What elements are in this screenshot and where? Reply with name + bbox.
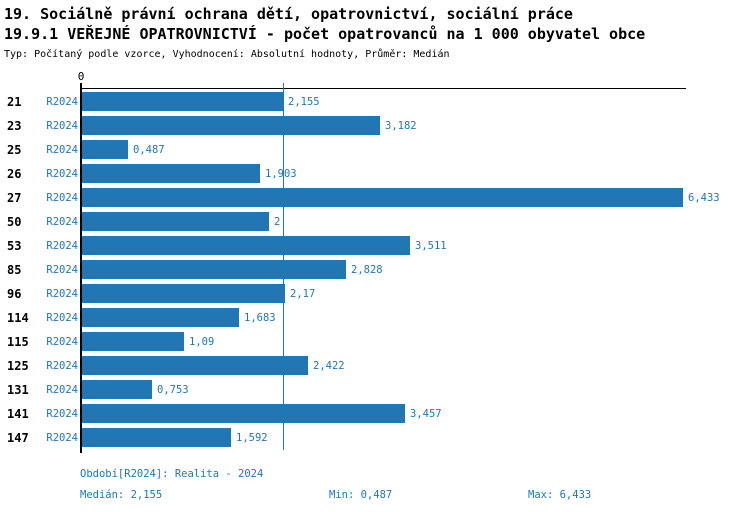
row-category-label: 27 [7,191,22,205]
period-legend-label: Období[R2024]: Realita - 2024 [80,468,264,480]
y-axis-line [79,83,82,453]
row-category-label: 25 [7,143,22,157]
row-series-label: R2024 [46,240,78,252]
bar [82,164,260,183]
row-series-label: R2024 [46,120,78,132]
bar [82,356,308,375]
bar [82,380,152,399]
row-category-label: 131 [7,383,29,397]
row-series-label: R2024 [46,432,78,444]
row-series-label: R2024 [46,336,78,348]
bar [82,140,128,159]
bar [82,92,283,111]
row-series-label: R2024 [46,312,78,324]
max-stat-label: Max: 6,433 [528,489,592,501]
bar [82,308,239,327]
min-stat-label: Min: 0,487 [329,489,393,501]
bar-value-label: 2 [274,216,281,228]
bar [82,212,269,231]
bar [82,260,346,279]
bar-value-label: 2,17 [290,288,316,300]
bar-value-label: 3,457 [410,408,442,420]
bar-value-label: 1,683 [244,312,276,324]
bar-value-label: 0,753 [157,384,189,396]
bar [82,188,683,207]
row-category-label: 85 [7,263,22,277]
row-category-label: 147 [7,431,29,445]
row-category-label: 114 [7,311,29,325]
x-axis-zero-tick-label: 0 [77,70,85,83]
bar-value-label: 2,422 [313,360,345,372]
bar-value-label: 6,433 [688,192,720,204]
bar-value-label: 2,828 [351,264,383,276]
row-series-label: R2024 [46,192,78,204]
median-stat-label: Medián: 2,155 [80,489,163,501]
bar-value-label: 1,592 [236,432,268,444]
bar-value-label: 1,903 [265,168,297,180]
x-axis-line [80,87,686,89]
row-series-label: R2024 [46,360,78,372]
row-category-label: 96 [7,287,22,301]
row-category-label: 125 [7,359,29,373]
row-category-label: 26 [7,167,22,181]
row-series-label: R2024 [46,408,78,420]
row-category-label: 21 [7,95,22,109]
chart-title-line1: 19. Sociálně právní ochrana dětí, opatro… [4,5,573,23]
bar-value-label: 0,487 [133,144,165,156]
bar [82,284,285,303]
bar [82,236,410,255]
bar [82,404,405,423]
bar-value-label: 3,182 [385,120,417,132]
bar [82,332,184,351]
row-category-label: 53 [7,239,22,253]
row-series-label: R2024 [46,264,78,276]
bar [82,116,380,135]
row-series-label: R2024 [46,144,78,156]
row-category-label: 141 [7,407,29,421]
bar-value-label: 2,155 [288,96,320,108]
chart-subtitle: Typ: Počítaný podle vzorce, Vyhodnocení:… [4,49,450,60]
row-series-label: R2024 [46,96,78,108]
row-series-label: R2024 [46,216,78,228]
chart-title-line2: 19.9.1 VEŘEJNÉ OPATROVNICTVÍ - počet opa… [4,25,646,43]
row-series-label: R2024 [46,384,78,396]
row-series-label: R2024 [46,288,78,300]
row-series-label: R2024 [46,168,78,180]
bar-value-label: 3,511 [415,240,447,252]
bar-value-label: 1,09 [189,336,215,348]
bar [82,428,231,447]
row-category-label: 50 [7,215,22,229]
row-category-label: 23 [7,119,22,133]
row-category-label: 115 [7,335,29,349]
